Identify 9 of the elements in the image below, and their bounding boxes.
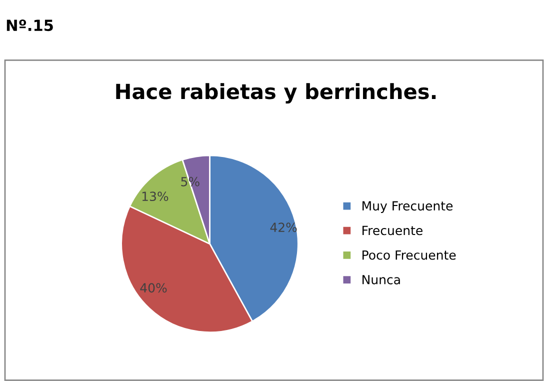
legend-label: Muy Frecuente: [362, 201, 453, 213]
legend-label: Nunca: [362, 275, 400, 284]
text: Nº.15: [6, 20, 53, 32]
legend-label: Frecuente: [362, 226, 422, 236]
data-label: 5%: [181, 176, 200, 186]
data-label: 13%: [142, 192, 168, 202]
data-label: 40%: [140, 283, 167, 293]
legend-label: Poco Frecuente: [362, 250, 456, 260]
chart-title: Hace rabietas y berrinches.: [116, 83, 436, 104]
